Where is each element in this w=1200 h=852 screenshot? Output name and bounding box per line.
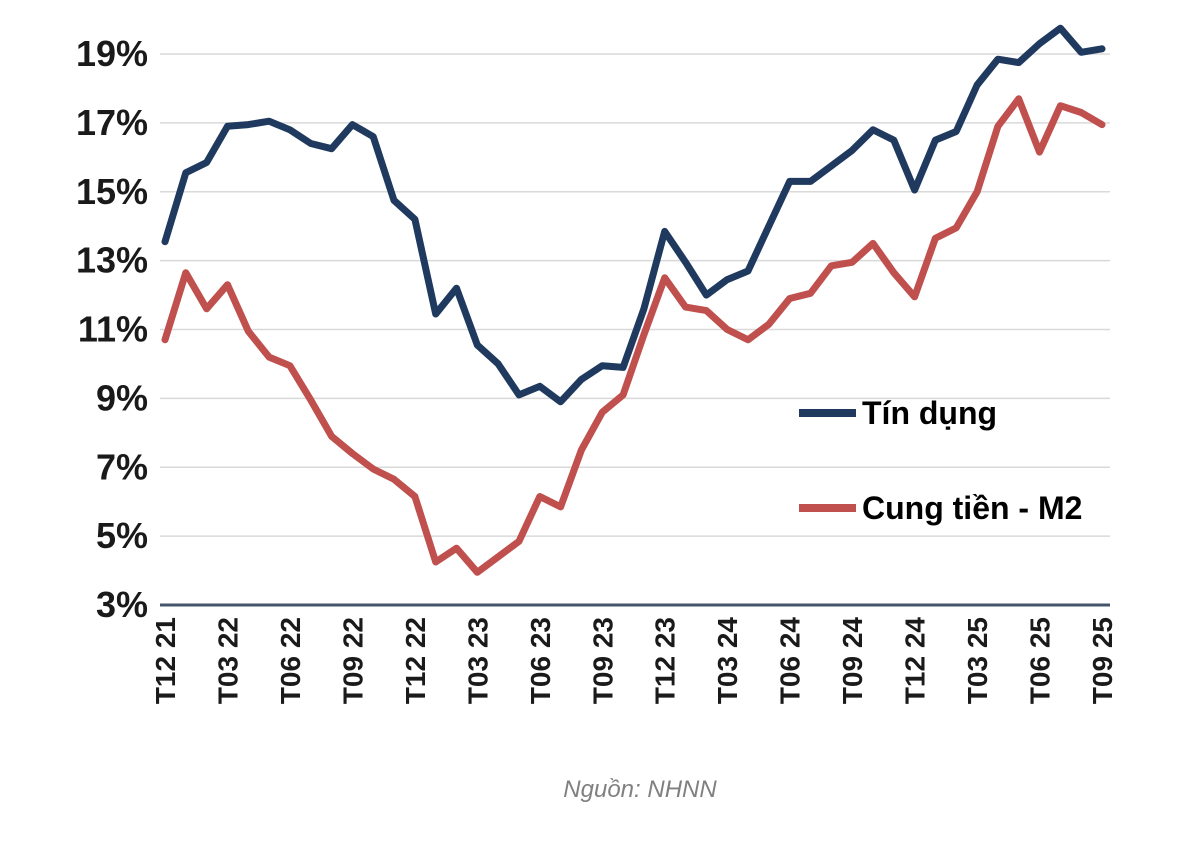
y-tick-label: 7% bbox=[96, 446, 148, 487]
x-tick-label: T12 21 bbox=[150, 617, 181, 704]
y-tick-label: 3% bbox=[96, 584, 148, 625]
x-tick-label: T09 23 bbox=[587, 617, 618, 704]
legend: Tín dụng Cung tiền - M2 bbox=[799, 395, 1082, 526]
x-tick-label: T03 23 bbox=[462, 617, 493, 704]
legend-label-cung-tien-m2: Cung tiền - M2 bbox=[862, 490, 1082, 526]
x-tick-label: T03 22 bbox=[212, 617, 243, 704]
x-tick-label: T12 24 bbox=[900, 617, 931, 705]
x-tick-label: T09 22 bbox=[337, 617, 368, 704]
y-axis-labels: 3% 5% 7% 9% 11% 13% 15% 17% 19% bbox=[76, 33, 148, 625]
x-tick-label: T12 23 bbox=[650, 617, 681, 704]
series-line-cung-tien-m2 bbox=[161, 95, 1106, 576]
legend-label-tin-dung: Tín dụng bbox=[862, 395, 997, 431]
x-tick-label: T06 23 bbox=[525, 617, 556, 704]
x-tick-label: T09 25 bbox=[1087, 617, 1118, 704]
x-tick-label: T03 25 bbox=[962, 617, 993, 704]
y-tick-label: 13% bbox=[76, 240, 148, 281]
y-tick-label: 5% bbox=[96, 515, 148, 556]
x-tick-label: T06 24 bbox=[775, 617, 806, 705]
x-axis-labels: T12 21 T03 22 T06 22 T09 22 T12 22 T03 23 T06 … bbox=[150, 617, 1118, 705]
series-line-tin-dung bbox=[161, 24, 1106, 406]
y-tick-label: 17% bbox=[76, 102, 148, 143]
x-tick-label: T09 24 bbox=[837, 617, 868, 705]
x-tick-label: T06 22 bbox=[275, 617, 306, 704]
x-tick-label: T06 25 bbox=[1025, 617, 1056, 704]
series-lines bbox=[161, 24, 1106, 576]
y-tick-label: 9% bbox=[96, 377, 148, 418]
x-tick-label: T03 24 bbox=[712, 617, 743, 705]
y-tick-label: 11% bbox=[78, 309, 148, 350]
y-tick-label: 15% bbox=[76, 171, 148, 212]
x-tick-label: T12 22 bbox=[400, 617, 431, 704]
source-note: Nguồn: NHNN bbox=[563, 776, 717, 803]
y-tick-label: 19% bbox=[76, 33, 148, 74]
